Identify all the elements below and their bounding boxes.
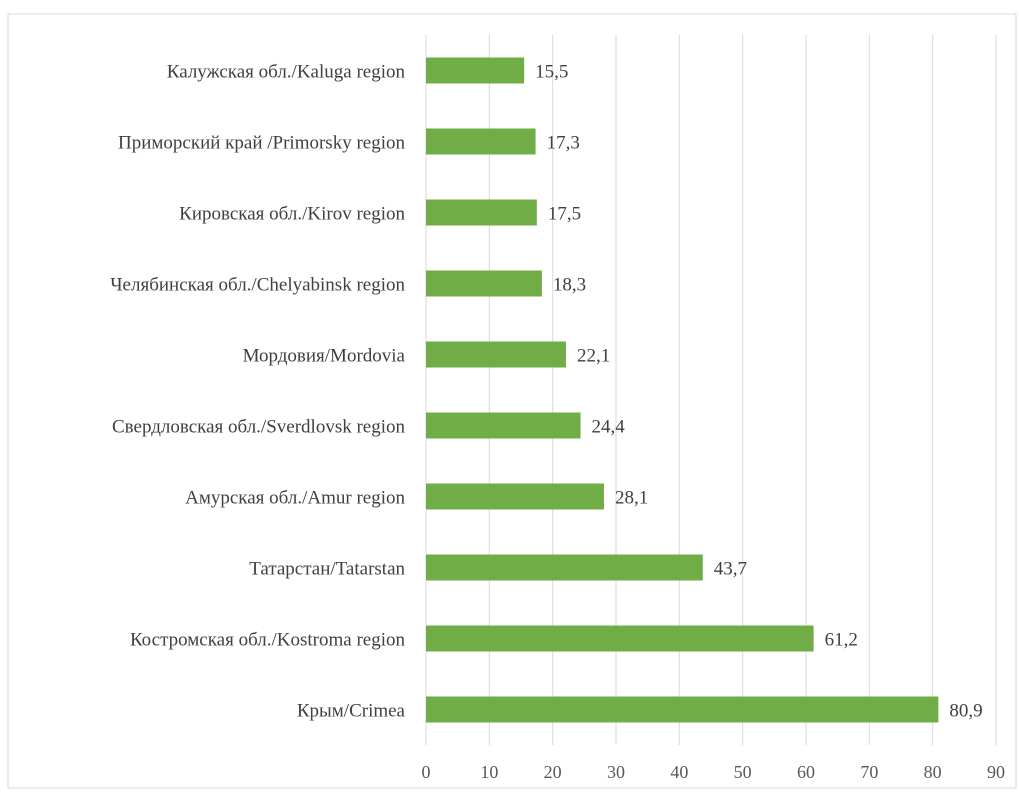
category-label: Приморский край /Primorsky region	[118, 133, 405, 154]
value-label: 18,3	[553, 275, 586, 296]
category-label: Амурская обл./Amur region	[185, 488, 405, 509]
category-label: Татарстан/Tatarstan	[249, 559, 405, 580]
bar	[426, 483, 604, 510]
x-tick-label: 30	[607, 762, 625, 782]
bar	[426, 341, 566, 368]
bar	[426, 199, 537, 226]
value-label: 15,5	[535, 62, 568, 83]
value-labels: 15,5 17,3 17,5 18,3 22,1 24,4 28,1 43,7 61,2 80,9	[535, 62, 982, 722]
value-label: 17,5	[548, 204, 581, 225]
bar	[426, 554, 703, 581]
x-tick-label: 0	[422, 762, 431, 782]
value-label: 28,1	[615, 488, 648, 509]
bars	[426, 57, 939, 723]
bar	[426, 57, 525, 84]
x-axis-tick-labels: 0 10 20 30 40 50 60 70 80 90	[422, 762, 1006, 782]
bar	[426, 128, 536, 155]
x-tick-label: 90	[987, 762, 1005, 782]
x-tick-label: 80	[924, 762, 942, 782]
category-label: Калужская обл./Kaluga region	[167, 62, 406, 83]
x-tick-label: 50	[734, 762, 752, 782]
value-label: 24,4	[592, 417, 626, 438]
value-label: 80,9	[949, 701, 982, 722]
category-label: Мордовия/Mordovia	[243, 346, 406, 367]
category-labels: Калужская обл./Kaluga region Приморский к…	[110, 62, 405, 722]
category-label: Кировская обл./Kirov region	[179, 204, 405, 225]
value-label: 61,2	[825, 630, 858, 651]
chart-frame	[7, 13, 1017, 789]
category-label: Свердловская обл./Sverdlovsk region	[112, 417, 406, 438]
x-tick-label: 70	[860, 762, 878, 782]
x-tick-label: 40	[670, 762, 688, 782]
category-label: Крым/Crimea	[297, 701, 406, 722]
x-tick-label: 60	[797, 762, 815, 782]
value-label: 43,7	[714, 559, 747, 580]
x-tick-label: 10	[480, 762, 498, 782]
x-tick-label: 20	[544, 762, 562, 782]
bar	[426, 696, 939, 723]
bar	[426, 625, 814, 652]
value-label: 22,1	[577, 346, 610, 367]
bar	[426, 412, 581, 439]
category-label: Челябинская обл./Chelyabinsk region	[110, 275, 405, 296]
value-label: 17,3	[547, 133, 580, 154]
bar	[426, 270, 542, 297]
category-label: Костромская обл./Kostroma region	[130, 630, 406, 651]
